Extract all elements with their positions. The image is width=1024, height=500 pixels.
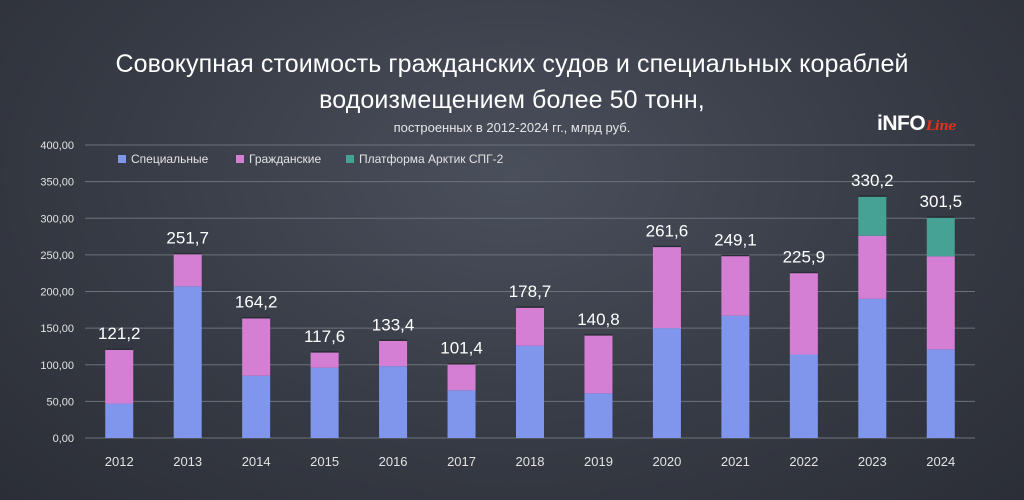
bar-segment — [721, 255, 750, 316]
x-tick-label: 2019 — [584, 454, 613, 469]
bar-segment — [516, 345, 544, 438]
x-tick-label: 2017 — [447, 454, 476, 469]
logo-accent-text: Line — [926, 119, 956, 134]
y-tick-label: 150,00 — [40, 323, 74, 335]
total-value-label: 330,2 — [851, 171, 894, 190]
y-tick-label: 0,00 — [53, 433, 74, 445]
bar-segment — [105, 403, 134, 438]
chart-title-line-2: водоизмещением более 50 тонн, — [319, 86, 705, 114]
bar-segment — [310, 351, 339, 368]
total-value-label: 140,8 — [577, 310, 620, 329]
infoline-logo: iNFOLine — [877, 112, 956, 136]
total-value-label: 301,5 — [919, 192, 962, 211]
x-tick-label: 2021 — [721, 454, 750, 469]
x-tick-label: 2013 — [173, 454, 202, 469]
x-tick-label: 2012 — [105, 454, 134, 469]
y-tick-label: 200,00 — [40, 287, 74, 299]
total-value-label: 121,2 — [98, 324, 141, 343]
bar-segment — [789, 272, 818, 355]
total-value-label: 133,4 — [372, 315, 415, 334]
legend-swatch — [236, 155, 244, 163]
bar-segment — [926, 256, 955, 350]
total-value-label: 117,6 — [304, 327, 345, 346]
bar-segment — [379, 366, 408, 438]
bar-segment — [926, 349, 955, 438]
bar-segment — [447, 390, 476, 438]
bar-segment — [721, 315, 750, 438]
bar-segment — [173, 286, 202, 438]
total-value-label: 164,2 — [235, 293, 278, 312]
x-tick-label: 2016 — [379, 454, 408, 469]
y-tick-label: 300,00 — [40, 213, 74, 225]
bar-segment — [242, 317, 271, 376]
x-tick-label: 2020 — [652, 454, 681, 469]
bar-segment — [858, 298, 887, 438]
x-tick-label: 2023 — [858, 454, 887, 469]
x-tick-label: 2018 — [516, 454, 545, 469]
total-value-label: 225,9 — [783, 248, 826, 267]
bar-segment — [242, 375, 271, 438]
legend-label: Гражданские — [249, 152, 321, 166]
bar-segment — [652, 246, 681, 329]
bar-segment — [652, 328, 681, 438]
total-value-label: 251,7 — [166, 229, 209, 248]
bar-segment — [173, 253, 202, 287]
chart-subtitle: построенных в 2012-2024 гг., млрд руб. — [393, 120, 631, 135]
y-tick-label: 350,00 — [40, 177, 74, 189]
x-tick-label: 2022 — [789, 454, 818, 469]
y-tick-label: 50,00 — [46, 396, 74, 408]
x-tick-label: 2015 — [310, 454, 339, 469]
bar-segment — [310, 367, 339, 438]
bar-segment — [858, 196, 887, 236]
bar-segment — [789, 354, 818, 438]
bar-segment — [447, 363, 476, 391]
total-value-label: 178,7 — [509, 282, 552, 301]
bar-segment — [858, 235, 887, 299]
y-tick-label: 400,00 — [40, 140, 74, 152]
bar-segment — [926, 217, 955, 257]
legend-label: Платформа Арктик СПГ-2 — [359, 152, 504, 166]
legend-label: Специальные — [131, 152, 209, 166]
total-value-label: 249,1 — [714, 231, 757, 250]
total-value-label: 101,4 — [440, 339, 483, 358]
bar-segment — [105, 349, 134, 404]
x-tick-label: 2024 — [926, 454, 955, 469]
total-value-label: 261,6 — [646, 221, 689, 240]
chart-title-line-1: Совокупная стоимость гражданских судов и… — [115, 50, 909, 78]
logo-main-text: iNFO — [877, 112, 926, 135]
bar-segment — [584, 334, 613, 394]
bar-segment — [516, 307, 544, 346]
legend-swatch — [346, 155, 354, 163]
bar-segment — [584, 393, 613, 438]
x-tick-label: 2014 — [242, 454, 271, 469]
y-tick-label: 250,00 — [40, 250, 74, 262]
legend-swatch — [118, 155, 126, 163]
bar-segment — [379, 340, 408, 367]
y-tick-label: 100,00 — [40, 360, 74, 372]
